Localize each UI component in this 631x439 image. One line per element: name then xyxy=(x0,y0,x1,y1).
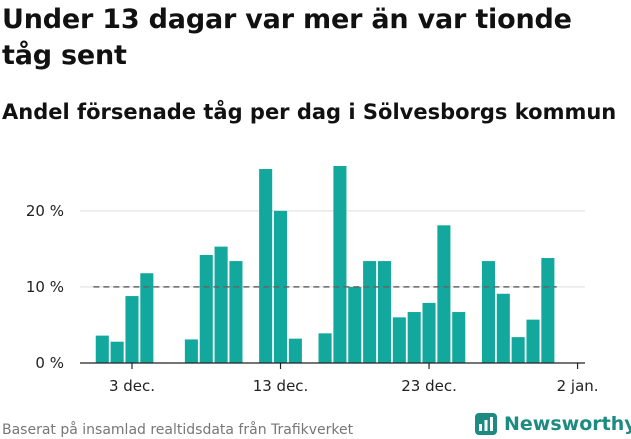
y-tick-label: 20 % xyxy=(26,202,64,220)
bar xyxy=(452,312,466,363)
bar xyxy=(541,258,555,363)
bar xyxy=(526,319,540,363)
bar xyxy=(333,165,347,363)
bar xyxy=(377,261,392,363)
source-note: Baserat på insamlad realtidsdata från Tr… xyxy=(2,422,354,438)
bar xyxy=(199,254,213,363)
x-tick-label: 3 dec. xyxy=(109,377,155,395)
newsworthy-icon xyxy=(475,413,497,435)
bar-chart: 0 % 10 % 20 % 3 dec. 13 dec. 23 dec. 2 jan. xyxy=(26,165,599,395)
bar xyxy=(184,339,198,363)
bar xyxy=(496,293,510,363)
bar-layer xyxy=(95,165,555,363)
bar xyxy=(140,273,154,363)
bar xyxy=(318,333,332,363)
bar xyxy=(95,335,109,363)
bar xyxy=(229,261,243,363)
chart-subtitle: Andel försenade tåg per dag i Sölvesborg… xyxy=(2,100,617,124)
bar xyxy=(125,296,139,363)
x-tick-label: 23 dec. xyxy=(401,377,457,395)
x-tick-label: 13 dec. xyxy=(253,377,309,395)
bar xyxy=(288,338,302,363)
y-tick-label: 10 % xyxy=(26,278,64,296)
x-tick-label: 2 jan. xyxy=(557,377,599,395)
bar xyxy=(481,261,495,363)
bar xyxy=(259,169,273,363)
bar xyxy=(214,246,228,363)
axis-layer: 0 % 10 % 20 % 3 dec. 13 dec. 23 dec. 2 jan. xyxy=(26,202,599,395)
bar xyxy=(363,261,377,363)
bar xyxy=(511,337,525,363)
bar xyxy=(110,341,124,363)
bar xyxy=(407,312,421,363)
bar xyxy=(392,317,406,363)
brand-name: Newsworthy xyxy=(504,413,631,435)
grid-layer xyxy=(80,210,585,288)
bar xyxy=(273,210,288,363)
chart-title: Under 13 dagar var mer än var tionde tåg… xyxy=(2,4,572,71)
brand-logo[interactable]: Newsworthy xyxy=(474,409,631,439)
bar xyxy=(348,286,362,363)
y-tick-label: 0 % xyxy=(35,354,64,372)
bar xyxy=(422,302,436,363)
bar xyxy=(437,225,451,363)
